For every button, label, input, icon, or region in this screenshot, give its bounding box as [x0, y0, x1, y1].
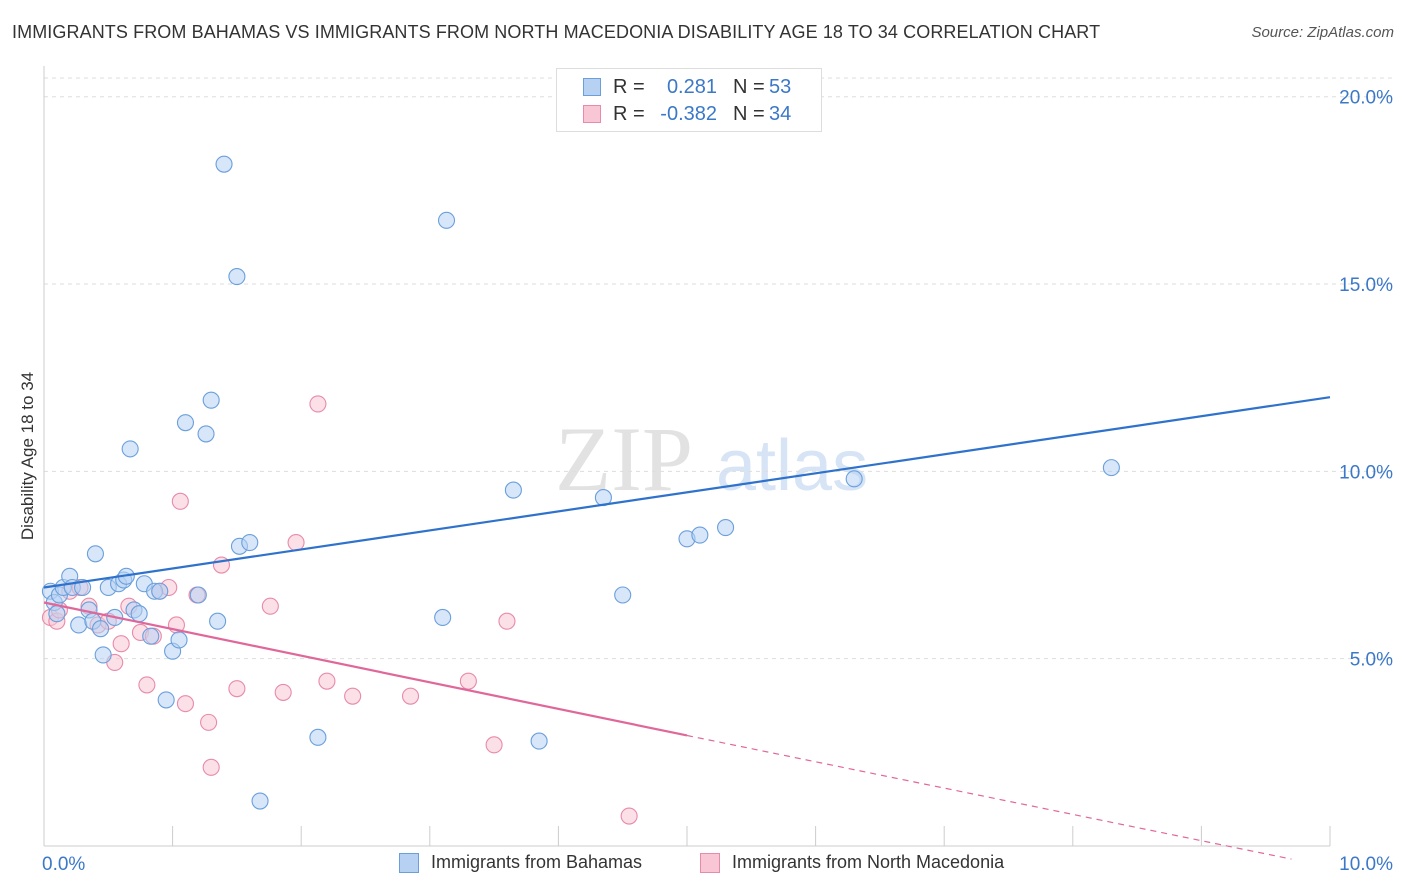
point-bahamas [86, 545, 104, 563]
point-bahamas [614, 586, 632, 604]
point-bahamas [94, 646, 112, 664]
legend-n-label: N = [733, 75, 765, 98]
source-label: Source: ZipAtlas.com [1251, 24, 1394, 41]
point-bahamas [48, 605, 66, 623]
point-bahamas [197, 425, 215, 443]
legend-r-label: R = [613, 102, 645, 125]
point-bahamas [504, 481, 522, 499]
series-legend: Immigrants from Bahamas Immigrants from … [0, 850, 1406, 878]
y-tick-label: 20.0% [1339, 88, 1393, 109]
point-bahamas [209, 612, 227, 630]
watermark: ZIP atlas [555, 408, 868, 510]
point-bahamas [691, 526, 709, 544]
point-bahamas [202, 391, 220, 409]
trend-line-bahamas [43, 396, 1331, 589]
trend-lines [43, 396, 1331, 860]
point-bahamas [215, 155, 233, 173]
point-macedonia [138, 676, 156, 694]
point-bahamas [70, 616, 88, 634]
legend-n-value: 34 [769, 102, 792, 125]
x-tick-label: 10.0% [1339, 854, 1393, 875]
point-macedonia [485, 736, 503, 754]
correlation-legend: R = 0.281 N = 53 R = -0.382 N = 34 [556, 68, 822, 132]
legend-n-value: 53 [769, 75, 792, 98]
point-bahamas [845, 470, 863, 488]
point-bahamas [130, 605, 148, 623]
point-bahamas [251, 792, 269, 810]
point-bahamas [121, 440, 139, 458]
point-bahamas [309, 728, 327, 746]
point-macedonia [176, 695, 195, 713]
point-macedonia [287, 533, 305, 552]
legend-r-label: R = [613, 75, 645, 98]
point-macedonia [459, 672, 477, 690]
trend-line-macedonia [686, 734, 1292, 860]
point-bahamas [437, 211, 456, 229]
point-macedonia [401, 687, 420, 705]
point-macedonia [200, 713, 218, 731]
series-bahamas [41, 155, 1120, 810]
point-macedonia [498, 612, 516, 630]
point-bahamas [434, 608, 452, 627]
point-bahamas [530, 732, 548, 750]
point-macedonia [309, 395, 327, 413]
axes [43, 66, 1331, 847]
legend-label-bahamas: Immigrants from Bahamas [431, 852, 643, 872]
tick-labels: 5.0% 10.0% 15.0% 20.0% 0.0% 10.0% [42, 88, 1393, 875]
point-bahamas [170, 631, 188, 649]
point-bahamas [228, 268, 246, 286]
legend-swatch-bahamas [399, 852, 419, 873]
legend-row-macedonia: R = -0.382 N = 34 [557, 102, 821, 126]
y-tick-label: 10.0% [1339, 462, 1393, 483]
point-bahamas [176, 414, 195, 432]
point-macedonia [171, 492, 189, 510]
watermark-zip: ZIP [555, 408, 693, 510]
legend-item-bahamas: Immigrants from Bahamas [399, 852, 642, 873]
point-macedonia [344, 687, 362, 705]
legend-row-bahamas: R = 0.281 N = 53 [557, 75, 821, 99]
point-bahamas [241, 533, 259, 552]
y-tick-label: 15.0% [1339, 275, 1393, 296]
point-macedonia [228, 680, 246, 698]
point-bahamas [1102, 459, 1120, 477]
watermark-atlas: atlas [716, 426, 868, 506]
point-bahamas [717, 519, 735, 537]
legend-n-label: N = [733, 102, 765, 125]
x-tick-label: 0.0% [42, 854, 85, 875]
legend-swatch-macedonia [700, 852, 720, 873]
point-bahamas [92, 620, 110, 638]
point-bahamas [151, 582, 169, 600]
trend-line-macedonia [43, 601, 688, 737]
point-macedonia [261, 597, 279, 615]
point-macedonia [318, 672, 336, 690]
legend-r-value: 0.281 [666, 75, 717, 98]
point-bahamas [74, 578, 92, 597]
point-bahamas [157, 691, 175, 709]
legend-r-value: -0.382 [660, 102, 717, 125]
point-bahamas [189, 586, 207, 604]
point-macedonia [202, 758, 220, 776]
point-bahamas [142, 627, 160, 645]
legend-swatch-macedonia [583, 105, 601, 123]
legend-item-macedonia: Immigrants from North Macedonia [700, 852, 1004, 873]
point-macedonia [112, 635, 130, 653]
chart-title: IMMIGRANTS FROM BAHAMAS VS IMMIGRANTS FR… [12, 22, 1101, 42]
y-tick-label: 5.0% [1350, 650, 1393, 671]
legend-label-macedonia: Immigrants from North Macedonia [732, 852, 1005, 872]
grid-lines [44, 77, 1394, 660]
point-macedonia [620, 807, 638, 825]
point-macedonia [274, 683, 292, 701]
legend-swatch-bahamas [583, 78, 601, 96]
